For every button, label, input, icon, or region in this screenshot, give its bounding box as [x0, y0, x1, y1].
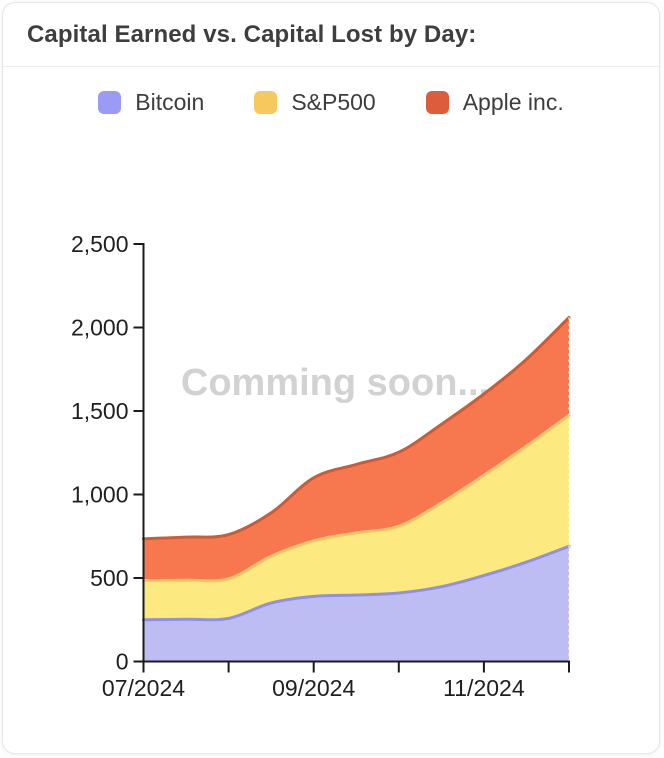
- y-tick-label: 500: [90, 565, 128, 591]
- x-tick-label: 11/2024: [443, 675, 525, 701]
- line-bitcoin: [142, 544, 571, 622]
- legend-item-bitcoin[interactable]: Bitcoin: [98, 89, 204, 116]
- y-tick-label: 2,500: [71, 231, 129, 257]
- legend-swatch-s-p500: [254, 91, 278, 114]
- area-bitcoin: [143, 546, 569, 662]
- x-tick-label: 07/2024: [102, 675, 185, 701]
- x-tick-label: 09/2024: [272, 675, 355, 701]
- stacked-area-chart: Comming soon... 0 500 1,000 1,500 2,000 2,500 0…: [71, 231, 571, 701]
- legend-item-apple-inc[interactable]: Apple inc.: [425, 89, 564, 116]
- legend-label-s-p500: S&P500: [291, 89, 376, 115]
- card-header: Capital Earned vs. Capital Lost by Day:: [3, 3, 659, 67]
- chart-title: Capital Earned vs. Capital Lost by Day:: [27, 20, 477, 48]
- axis-lines: [142, 243, 570, 663]
- legend-label-bitcoin: Bitcoin: [135, 89, 205, 115]
- line-s-p500: [142, 413, 571, 583]
- y-tick-label: 1,000: [71, 482, 129, 508]
- y-tick-label: 1,500: [71, 398, 129, 424]
- y-tick-label: 2,000: [71, 315, 129, 341]
- y-tick-label: 0: [116, 649, 129, 675]
- watermark-text: Comming soon...: [181, 362, 489, 404]
- legend-label-apple-inc: Apple inc.: [462, 89, 564, 115]
- legend-item-s-p500[interactable]: S&P500: [254, 89, 376, 116]
- legend-swatch-bitcoin: [98, 91, 122, 114]
- line-apple-inc: [142, 316, 571, 541]
- legend-swatch-apple-inc: [425, 91, 449, 114]
- chart-legend: Bitcoin S&P500 Apple inc.: [3, 89, 659, 116]
